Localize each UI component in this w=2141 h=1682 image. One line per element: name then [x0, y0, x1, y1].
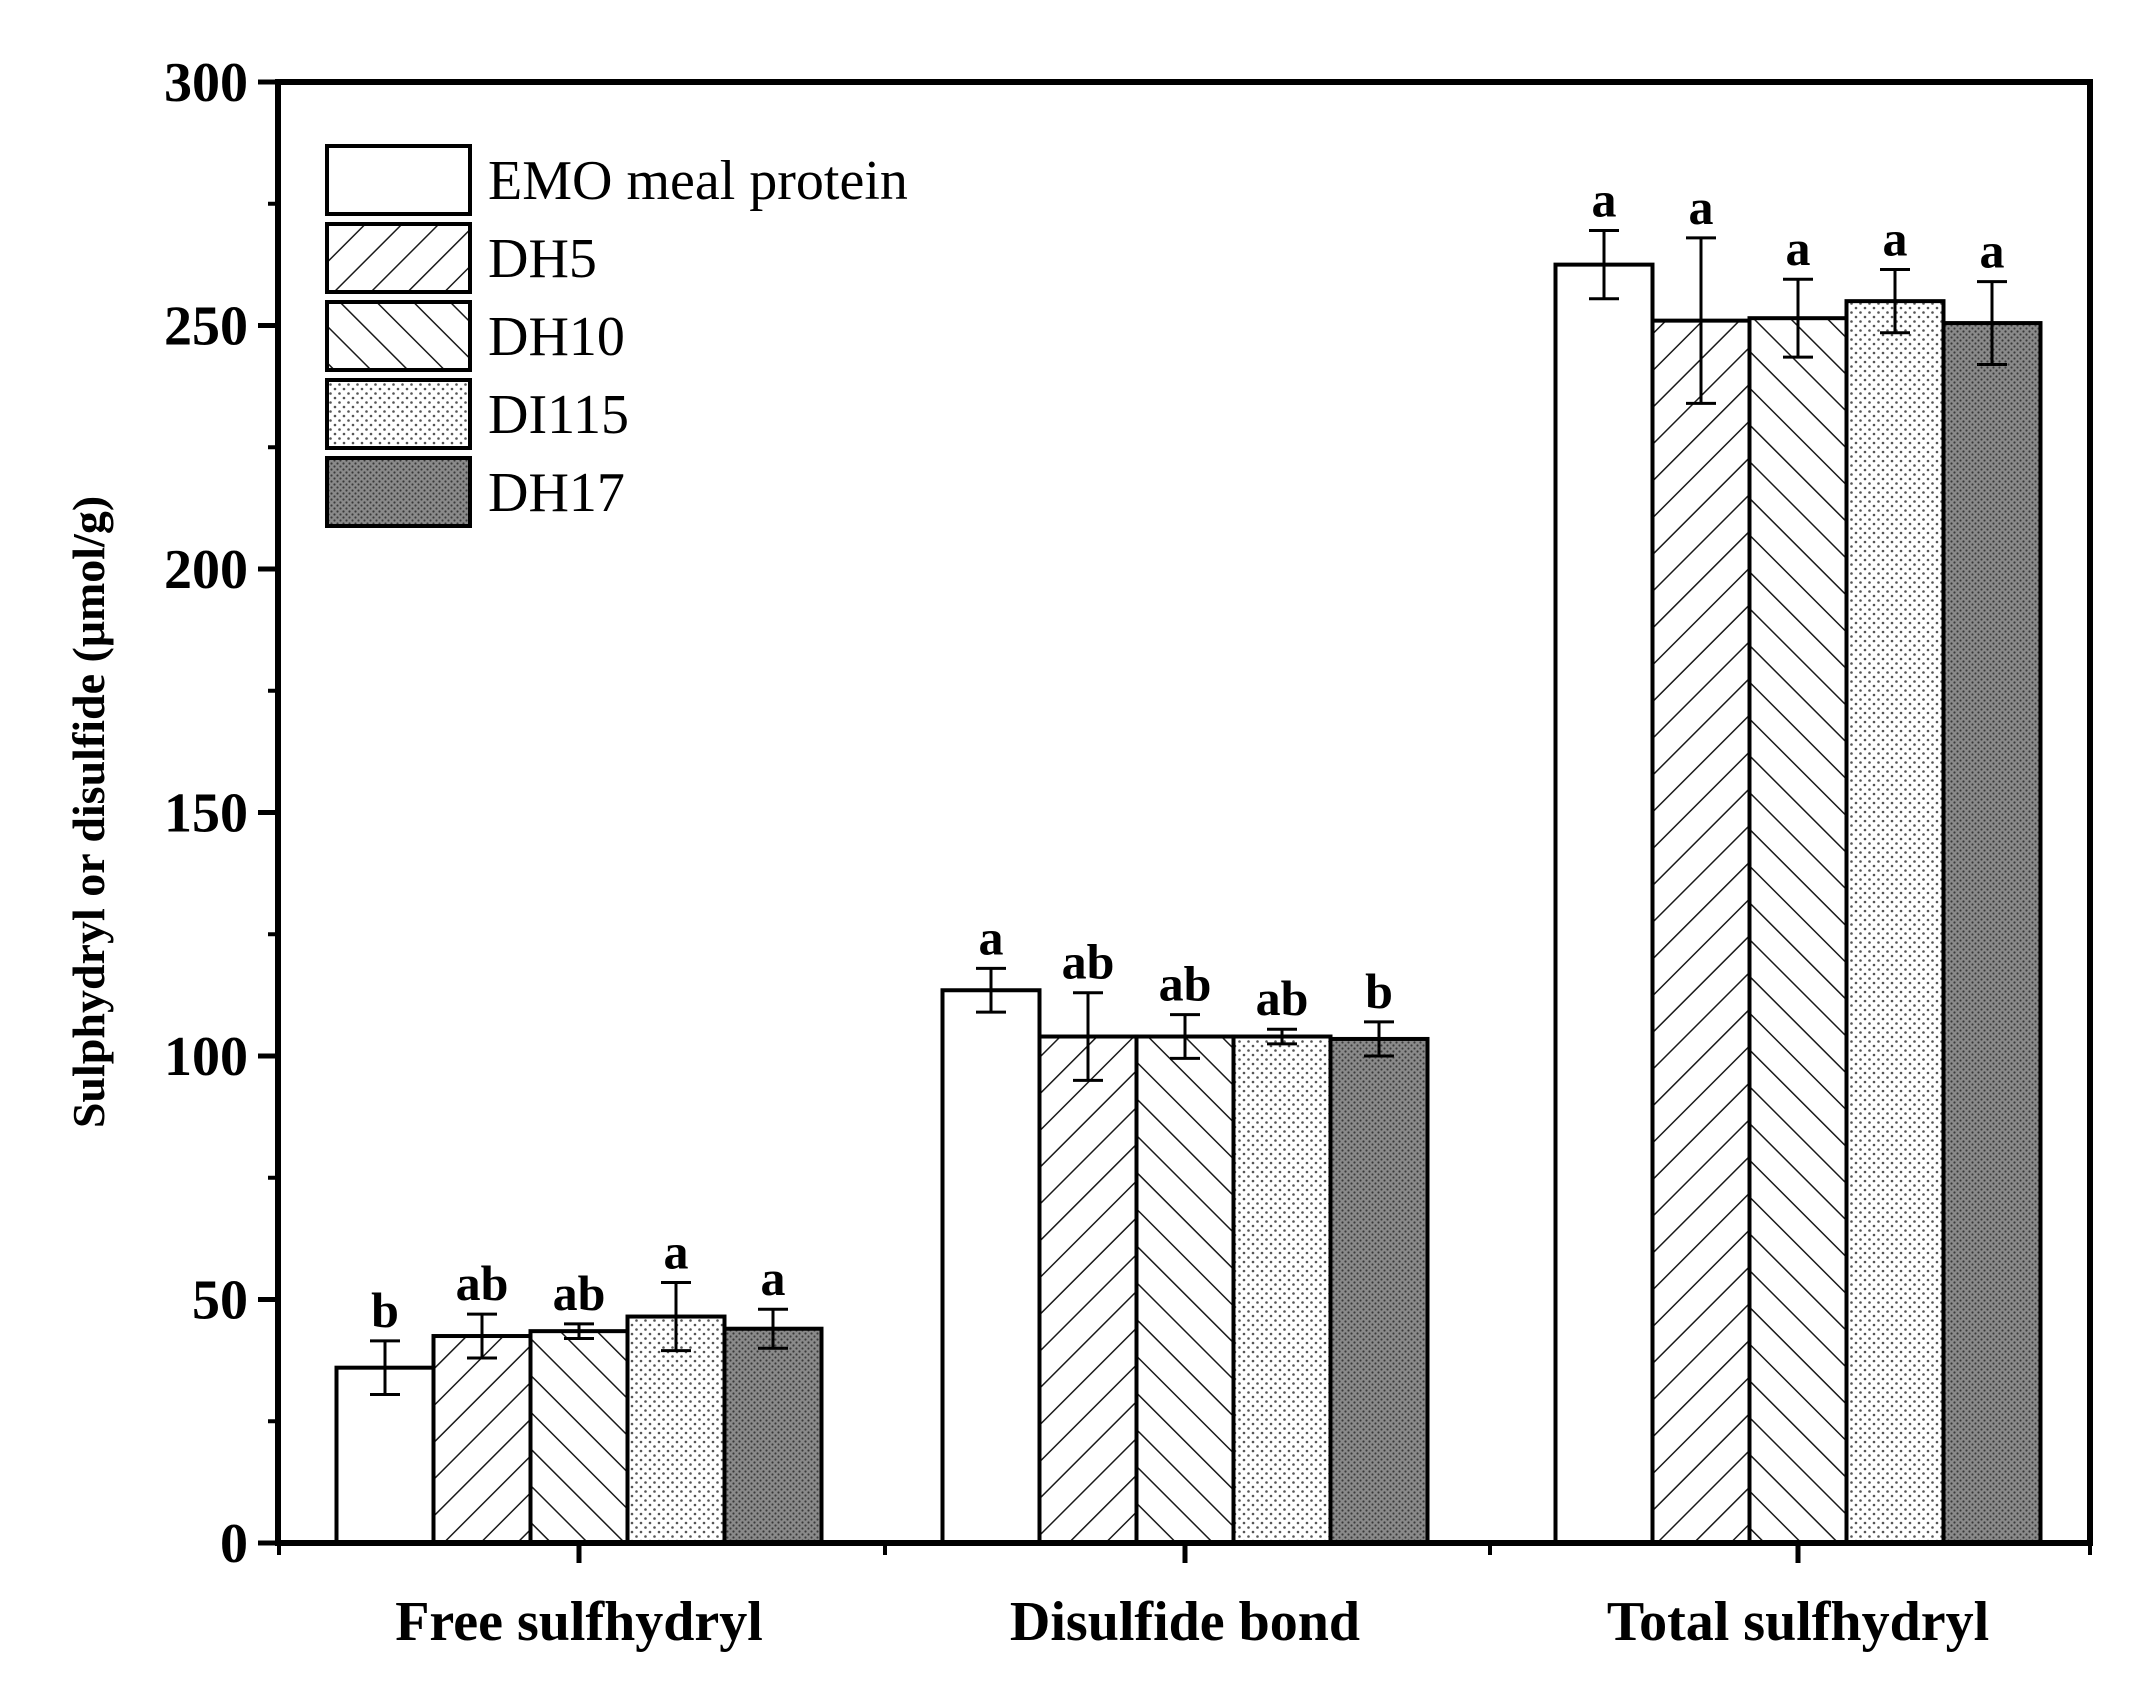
- x-category-label-1: Disulfide bond: [1010, 1591, 1360, 1653]
- legend-swatch-2: [325, 300, 472, 372]
- bar-3-1: [1231, 1034, 1333, 1546]
- y-tick-label-100: 100: [164, 1026, 248, 1088]
- legend-label-4: DH17: [488, 462, 625, 524]
- significance-label-3-0: a: [664, 1223, 689, 1279]
- significance-label-2-0: ab: [553, 1265, 606, 1321]
- y-tick-label-150: 150: [164, 783, 248, 845]
- y-tick-label-200: 200: [164, 539, 248, 601]
- x-category-label-0: Free sulfhydryl: [395, 1591, 763, 1653]
- bar-1-0: [431, 1334, 533, 1546]
- significance-label-1-2: a: [1689, 179, 1714, 235]
- significance-label-1-0: ab: [456, 1255, 509, 1311]
- legend-label-1: DH5: [488, 228, 597, 290]
- significance-label-4-1: b: [1365, 963, 1393, 1019]
- bar-4-1: [1328, 1036, 1430, 1545]
- legend-swatch-1: [325, 222, 472, 294]
- y-axis-title-group: Sulphydryl or disulfide (μmol/g): [63, 496, 114, 1128]
- significance-label-2-2: a: [1786, 220, 1811, 276]
- legend-label-0: EMO meal protein: [488, 150, 908, 212]
- bar-1-1: [1037, 1034, 1139, 1546]
- bar-4-2: [1941, 321, 2043, 1546]
- y-axis-title: Sulphydryl or disulfide (μmol/g): [63, 496, 114, 1128]
- bar-2-2: [1747, 316, 1849, 1546]
- legend-label-3: DI115: [488, 384, 629, 446]
- significance-label-0-0: b: [371, 1282, 399, 1338]
- y-tick-label-300: 300: [164, 52, 248, 114]
- legend-label-2: DH10: [488, 306, 625, 368]
- y-tick-label-0: 0: [220, 1513, 248, 1575]
- legend-swatch-3: [325, 378, 472, 450]
- significance-label-1-1: ab: [1062, 934, 1115, 990]
- legend-swatch-0: [325, 144, 472, 216]
- bar-0-1: [940, 988, 1042, 1545]
- axes: 0 50 100 150 200 250 300 Free sulfhydryl Disulfi…: [164, 52, 2092, 1653]
- significance-label-0-1: a: [979, 909, 1004, 965]
- y-tick-label-250: 250: [164, 296, 248, 358]
- bar-2-1: [1134, 1034, 1236, 1546]
- significance-label-4-2: a: [1980, 223, 2005, 279]
- x-category-label-2: Total sulfhydryl: [1607, 1591, 1989, 1653]
- significance-label-2-1: ab: [1159, 956, 1212, 1012]
- bar-0-2: [1553, 262, 1655, 1545]
- significance-label-3-2: a: [1883, 210, 1908, 266]
- legend: EMO meal protein DH5 DH10 DI115 DH17: [325, 144, 908, 528]
- bar-2-0: [528, 1329, 630, 1546]
- bar-1-2: [1650, 318, 1752, 1545]
- significance-label-4-0: a: [761, 1250, 786, 1306]
- significance-label-0-2: a: [1592, 172, 1617, 228]
- bar-3-2: [1844, 299, 1946, 1545]
- y-tick-label-50: 50: [192, 1270, 248, 1332]
- significance-label-3-1: ab: [1256, 970, 1309, 1026]
- bar-0-0: [334, 1365, 436, 1546]
- legend-swatch-4: [325, 456, 472, 528]
- bar-4-0: [722, 1326, 824, 1545]
